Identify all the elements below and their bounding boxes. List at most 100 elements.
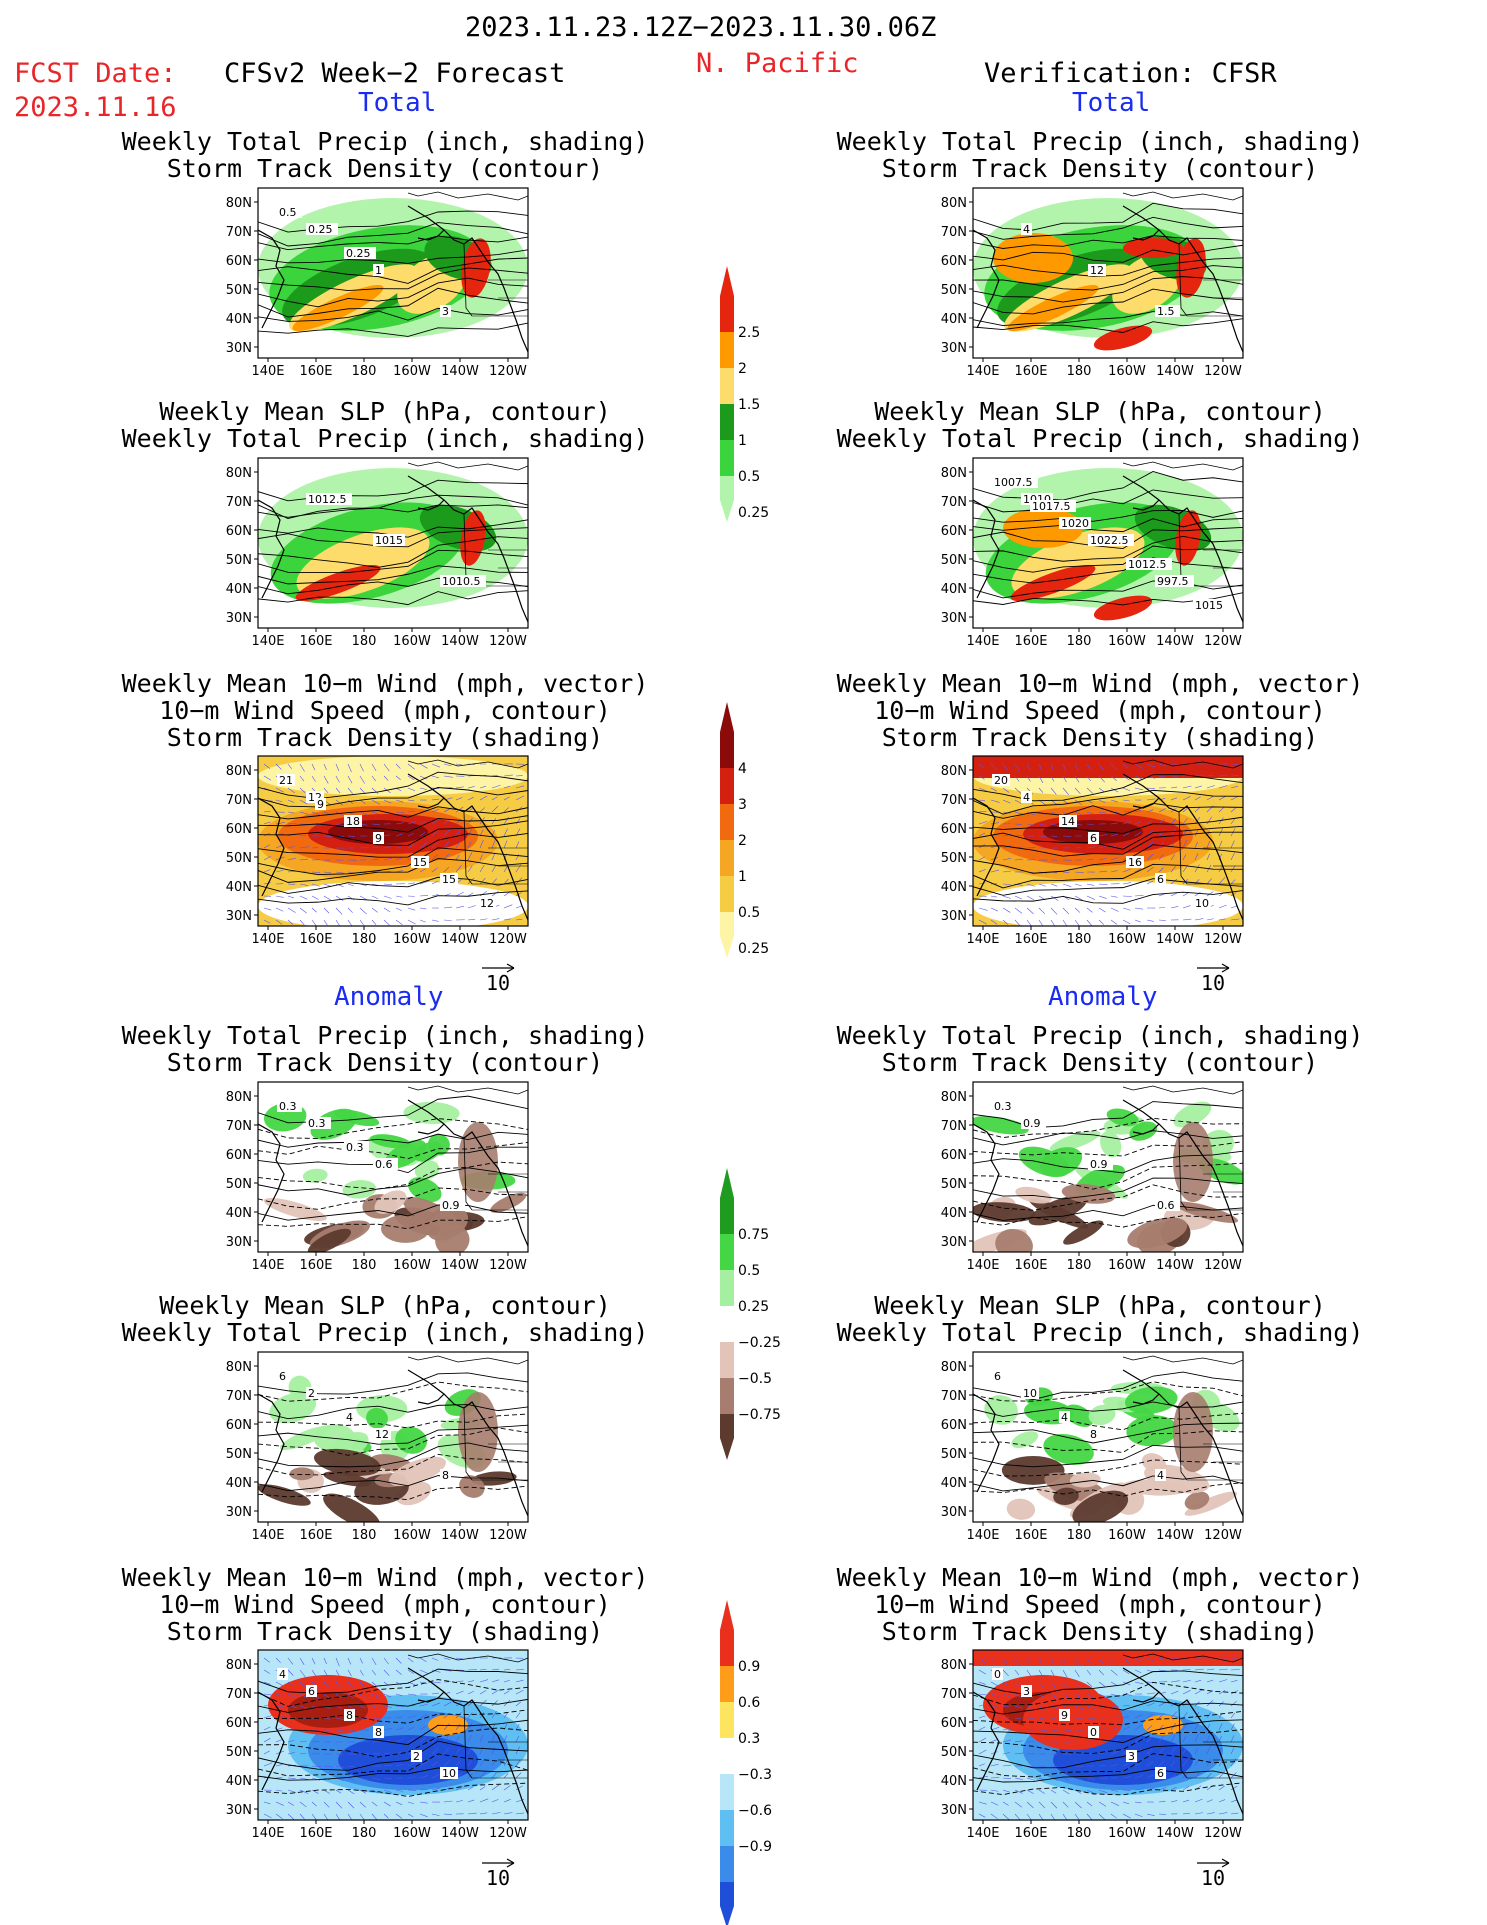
- colorbar-segment: [720, 1846, 734, 1882]
- section-anomaly-right: Anomaly: [1048, 982, 1158, 1012]
- contour-label: 1015: [375, 534, 403, 547]
- lat-tick-label: 70N: [226, 1119, 252, 1134]
- lat-tick-label: 80N: [226, 1360, 252, 1375]
- colorbar-segment: [720, 404, 734, 440]
- contour-label: 12: [1090, 264, 1104, 277]
- colorbar-track-total: 4 3 2 1 0.5 0.25: [720, 702, 769, 958]
- lon-tick-label: 120W: [1204, 1826, 1242, 1841]
- lon-tick-label: 140E: [966, 364, 999, 379]
- contour-label: 1.5: [1157, 305, 1175, 318]
- colorbar-segment: [720, 804, 734, 840]
- colorbar-segment: [720, 332, 734, 368]
- lat-tick-label: 30N: [941, 1235, 967, 1250]
- colorbar-label: −0.9: [738, 1839, 772, 1855]
- lon-tick-label: 120W: [1204, 634, 1242, 649]
- contour-label: 8: [346, 1709, 353, 1722]
- colorbar-segment: [720, 1738, 734, 1774]
- colorbar-segment: [720, 440, 734, 476]
- lon-tick-label: 160E: [1014, 1826, 1047, 1841]
- lat-tick-label: 70N: [941, 1389, 967, 1404]
- lat-tick-label: 60N: [941, 524, 967, 539]
- lat-tick-label: 50N: [941, 1447, 967, 1462]
- colorbar-label: 0.5: [738, 1263, 760, 1279]
- lat-tick-label: 80N: [226, 466, 252, 481]
- contour-label: 21: [279, 774, 293, 787]
- contour-label: 9: [317, 798, 324, 811]
- colorbar-label: 1.5: [738, 397, 760, 413]
- lon-tick-label: 160W: [393, 634, 431, 649]
- contour-label: 8: [442, 1469, 449, 1482]
- lon-tick-label: 140E: [251, 634, 284, 649]
- lat-tick-label: 40N: [226, 312, 252, 327]
- fcst-date-label: FCST Date:: [14, 58, 177, 89]
- contour-label: 0: [1090, 1726, 1097, 1739]
- lat-tick-label: 40N: [941, 312, 967, 327]
- lat-tick-label: 30N: [941, 1803, 967, 1818]
- contour-label: 4: [279, 1668, 286, 1681]
- colorbar-segment: [720, 1378, 734, 1414]
- map-fc-wind-total: 80N 70N 60N 50N 40N 30N 140E 160E 180 160W 140W 120…: [226, 755, 529, 947]
- lat-tick-label: 70N: [226, 495, 252, 510]
- colorbar-segment: [720, 912, 734, 958]
- contour-label: 0.9: [442, 1199, 460, 1212]
- contour-label: 0.3: [279, 1100, 297, 1113]
- contour-label: 0.9: [1090, 1158, 1108, 1171]
- lat-tick-label: 40N: [226, 582, 252, 597]
- map-fc-wind-anom: 80N 70N 60N 50N 40N 30N 140E 160E 180 160W 140W 120…: [226, 1649, 529, 1841]
- lat-tick-label: 80N: [941, 764, 967, 779]
- lon-tick-label: 120W: [1204, 1528, 1242, 1543]
- lon-tick-label: 120W: [489, 1528, 527, 1543]
- lat-tick-label: 80N: [941, 1360, 967, 1375]
- lon-tick-label: 180: [352, 634, 377, 649]
- colorbar-label: 3: [738, 797, 747, 813]
- lon-tick-label: 140W: [1156, 1258, 1194, 1273]
- colorbar-segment: [720, 1666, 734, 1702]
- lon-tick-label: 160E: [299, 634, 332, 649]
- lon-tick-label: 140W: [1156, 1826, 1194, 1841]
- lat-tick-label: 30N: [941, 341, 967, 356]
- lat-tick-label: 50N: [941, 1745, 967, 1760]
- lon-tick-label: 160W: [393, 932, 431, 947]
- colorbar-cap-top: [720, 266, 734, 296]
- vector-ref-fc-anom: 10: [482, 1858, 515, 1890]
- contour-label: 16: [1128, 856, 1142, 869]
- lat-tick-label: 50N: [226, 283, 252, 298]
- forecast-column-title: CFSv2 Week−2 Forecast: [224, 58, 566, 89]
- map-obs-slp-total: 80N 70N 60N 50N 40N 30N 140E 160E 180 160W 140W 120…: [941, 457, 1244, 649]
- title-obs-precip-anom: Weekly Total Precip (inch, shading) Storm…: [836, 1021, 1364, 1077]
- colorbar-label: 0.5: [738, 469, 760, 485]
- vector-ref-obs-total: 10: [1197, 963, 1230, 995]
- lat-tick-label: 80N: [941, 466, 967, 481]
- contour-label: 0.3: [994, 1100, 1012, 1113]
- colorbar-segment: [720, 1198, 734, 1234]
- contour-label: 4: [1023, 223, 1030, 236]
- contour-label: 15: [413, 856, 427, 869]
- contour-label: 1015: [1195, 599, 1223, 612]
- lat-tick-label: 30N: [226, 1235, 252, 1250]
- colorbar-label: 0.25: [738, 1299, 769, 1315]
- lat-tick-label: 30N: [941, 611, 967, 626]
- contour-label: 1: [375, 264, 382, 277]
- lon-tick-label: 120W: [489, 1826, 527, 1841]
- lat-tick-label: 50N: [226, 553, 252, 568]
- contour-label: 6: [1157, 1767, 1164, 1780]
- contour-label: 3: [1128, 1750, 1135, 1763]
- lon-tick-label: 160E: [299, 1826, 332, 1841]
- lat-tick-label: 80N: [226, 196, 252, 211]
- colorbar-segment: [720, 476, 734, 522]
- lat-tick-label: 70N: [226, 225, 252, 240]
- lon-tick-label: 140E: [251, 1528, 284, 1543]
- lon-tick-label: 160E: [299, 1528, 332, 1543]
- lat-tick-label: 50N: [226, 1177, 252, 1192]
- lat-tick-label: 30N: [226, 1505, 252, 1520]
- contour-label: 0.6: [375, 1158, 393, 1171]
- lat-tick-label: 70N: [226, 1389, 252, 1404]
- contour-label: 2: [413, 1750, 420, 1763]
- lat-tick-label: 40N: [941, 1476, 967, 1491]
- lon-tick-label: 160W: [1108, 634, 1146, 649]
- lon-tick-label: 180: [352, 364, 377, 379]
- lon-tick-label: 160W: [393, 1826, 431, 1841]
- colorbar-label: 1: [738, 869, 747, 885]
- lat-tick-label: 40N: [941, 1774, 967, 1789]
- contour-label: 2: [308, 1387, 315, 1400]
